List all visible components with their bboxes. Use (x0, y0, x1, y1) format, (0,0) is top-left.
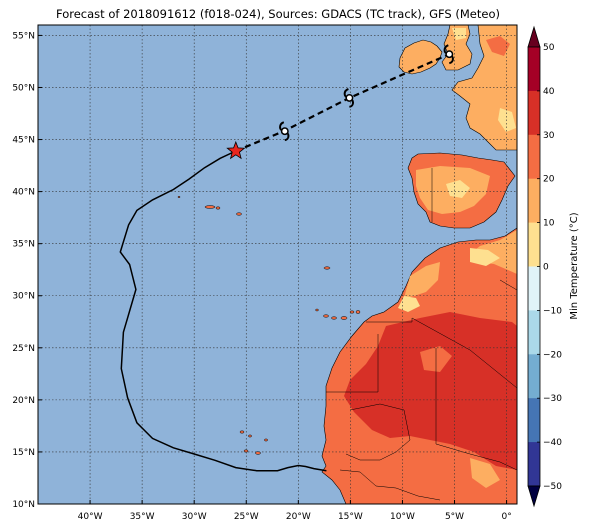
past-track-line (119, 150, 327, 472)
colorbar-tick-label: 10 (543, 219, 555, 229)
map-frame (37, 24, 518, 505)
colorbar-tick-label: 0 (543, 263, 549, 273)
colorbar-segment (528, 134, 540, 180)
islands (177, 195, 361, 455)
colorbar-tick-label: 30 (543, 131, 555, 141)
colorbar-tick-label: 40 (543, 87, 555, 97)
colorbar-label: Min Temperature (°C) (569, 212, 580, 319)
x-tick-label: 10°W (390, 512, 415, 522)
x-tick-label: 15°W (338, 512, 363, 522)
y-tick-label: 35°N (12, 240, 35, 250)
colorbar-segment (528, 222, 540, 267)
land-europe-hot-patch (486, 36, 510, 56)
land-sahara-hot (344, 312, 517, 470)
colorbar-tick-label: −10 (543, 306, 562, 316)
country-borders (326, 168, 517, 501)
land-africa-warm-west (404, 262, 440, 298)
colorbar-segment (528, 47, 540, 92)
colorbar-segment (528, 90, 540, 136)
cyclone-icon (279, 121, 290, 142)
colorbar-tick-label: 20 (543, 175, 555, 185)
colorbar-extend-max (527, 25, 541, 48)
land-sahel-warm (470, 458, 500, 488)
colorbar-extend-min (527, 485, 541, 508)
x-tick-label: 40°W (78, 512, 103, 522)
land-europe-mild-patch (498, 108, 516, 132)
y-tick-label: 30°N (12, 292, 35, 302)
colorbar-tick-label: −40 (543, 438, 562, 448)
land-africa-mild-coast (398, 296, 420, 312)
land-iberia-mild (446, 180, 470, 198)
colorbar-segment (528, 354, 540, 399)
land-africa-warm-north (470, 230, 517, 274)
y-tick-label: 50°N (12, 83, 35, 93)
y-tick-label: 25°N (12, 344, 35, 354)
y-tick-label: 55°N (12, 31, 35, 41)
cyclone-icon (443, 44, 454, 65)
y-tick-label: 10°N (12, 500, 35, 510)
axis-ticks: 40°W 35°W 30°W 25°W 20°W 15°W 10°W 5°W 0° 55°N 50°… (12, 31, 511, 522)
colorbar-tick-label: 50 (543, 43, 555, 53)
land-masses (177, 25, 517, 504)
gridlines (38, 25, 517, 504)
cyclone-icon (343, 87, 355, 108)
x-tick-label: 0° (501, 512, 511, 522)
colorbar-segment (528, 266, 540, 311)
chart-title: Forecast of 2018091612 (f018-024), Sourc… (56, 7, 500, 21)
x-tick-label: 30°W (182, 512, 207, 522)
map-area: 40°W 35°W 30°W 25°W 20°W 15°W 10°W 5°W 0° 55°N 50°… (12, 24, 518, 522)
x-tick-label: 20°W (286, 512, 311, 522)
y-tick-label: 20°N (12, 396, 35, 406)
colorbar-tick-label: −50 (543, 482, 562, 492)
y-tick-label: 15°N (12, 448, 35, 458)
colorbar-segment (528, 310, 540, 355)
land-africa-mild-strip (470, 248, 500, 266)
y-tick-label: 45°N (12, 136, 35, 146)
x-tick-label: 25°W (234, 512, 259, 522)
x-tick-label: 5°W (445, 512, 464, 522)
forecast-track-line (235, 53, 450, 153)
x-tick-label: 35°W (130, 512, 155, 522)
current-position-star-icon (226, 140, 246, 160)
colorbar-tick-label: −20 (543, 350, 562, 360)
storm-tracks (119, 44, 454, 472)
land-britain-north (452, 28, 466, 40)
y-tick-label: 40°N (12, 188, 35, 198)
colorbar-segment (528, 442, 540, 487)
colorbar-segment (528, 178, 540, 224)
colorbar: 50 40 30 20 10 0 −10 −20 −30 −40 −50 (527, 25, 562, 508)
colorbar-segment (528, 398, 540, 443)
colorbar-tick-label: −30 (543, 394, 562, 404)
